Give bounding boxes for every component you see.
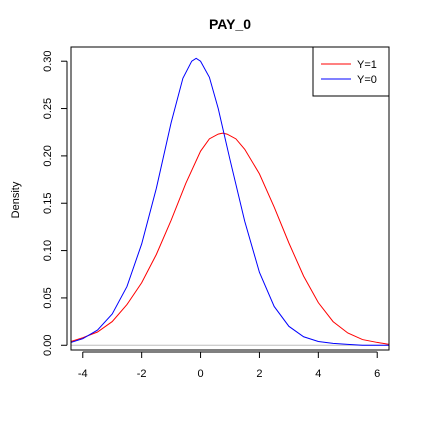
plot-area [70,57,390,346]
axes: -4 -2 0 2 4 6 0.00 0.05 0.10 0.15 0.20 0.25 0.30 [42,50,380,380]
legend-label-y1: Y=1 [357,59,377,71]
series-line-y0 [70,57,389,346]
y-axis-label: Density [10,181,22,218]
x-tick-label: 6 [374,368,380,380]
y-tick-label: 0.25 [42,98,54,119]
x-tick-label: 0 [197,368,203,380]
series-line-y1 [70,132,390,345]
x-tick-label: -2 [137,368,147,380]
y-tick-label: 0.00 [42,335,54,356]
y-tick-label: 0.30 [42,50,54,71]
x-tick-label: 2 [256,368,262,380]
y-tick-label: 0.20 [42,145,54,166]
x-tick-label: 4 [315,368,321,380]
legend-label-y0: Y=0 [357,74,377,86]
y-tick-label: 0.10 [42,240,54,261]
y-tick-label: 0.15 [42,193,54,214]
legend-box [312,46,390,97]
x-tick-label: -4 [78,368,88,380]
plot-frame [70,46,390,351]
y-tick-label: 0.05 [42,287,54,308]
legend: Y=1 Y=0 [312,46,390,97]
chart-title: PAY_0 [209,16,251,32]
